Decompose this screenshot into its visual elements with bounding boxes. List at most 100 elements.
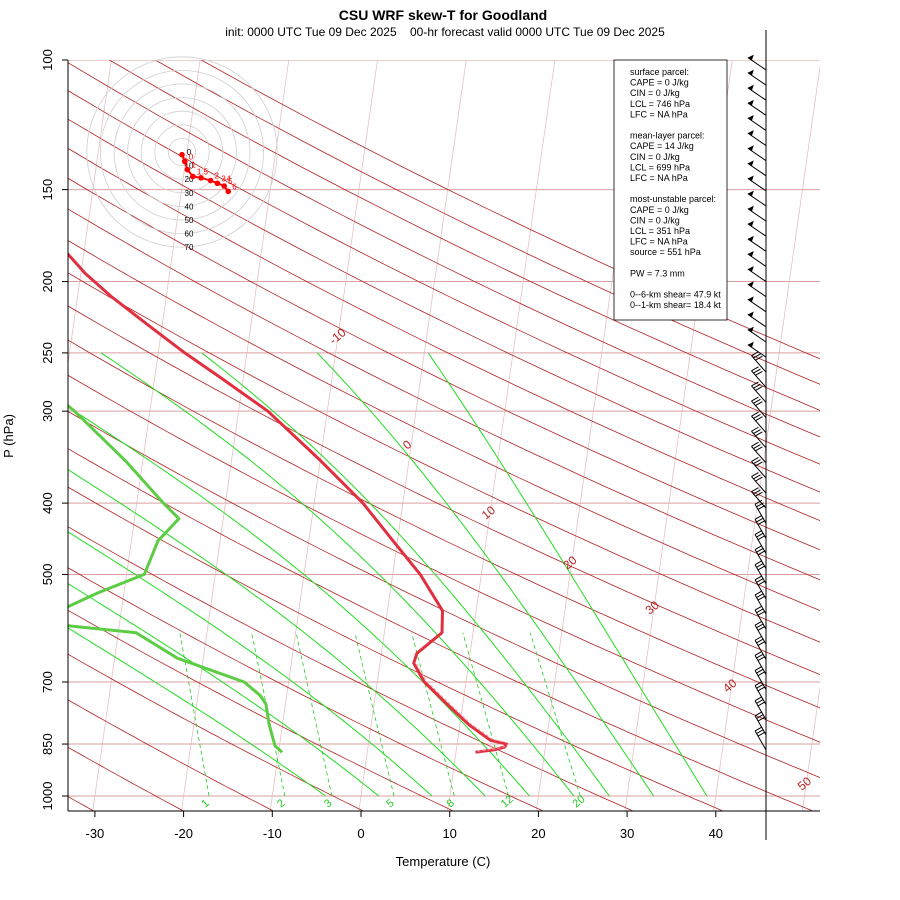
- info-box: surface parcel: CAPE = 0 J/kg CIN = 0 J/kg…: [613, 59, 728, 321]
- wind-barb-feather: [757, 625, 766, 631]
- wind-barb-feather: [756, 698, 764, 704]
- wind-barb-flag: [747, 99, 754, 106]
- wind-barb-feather: [755, 491, 763, 497]
- hodograph-ring: [154, 124, 210, 180]
- isotherm-line: [358, 60, 467, 811]
- wind-barb-feather: [756, 502, 764, 508]
- wind-barb-feather: [757, 595, 766, 601]
- wind-barb: [754, 534, 767, 554]
- mixing-ratio-label: 2: [275, 797, 287, 810]
- wind-barb-feather: [751, 351, 759, 357]
- hodograph-height-label: 0: [189, 153, 194, 162]
- x-tick-label: 10: [442, 826, 456, 841]
- hodograph-ring-label: 20: [185, 175, 194, 184]
- wind-barb-feather: [755, 461, 763, 467]
- y-tick-label: 850: [40, 733, 55, 755]
- wind-barb-feather: [751, 426, 759, 432]
- wind-barb-flag: [747, 175, 754, 182]
- mixing-ratio-line: [354, 632, 395, 797]
- y-axis-label: P (hPa): [1, 414, 16, 458]
- wind-barb: [754, 624, 767, 645]
- hodograph-point: [198, 175, 204, 181]
- wind-barb-feather: [751, 366, 759, 372]
- background-lines: [68, 60, 820, 811]
- wind-barb-feather: [754, 726, 763, 732]
- wind-barb-feather: [757, 671, 766, 677]
- dry-adiabat: [68, 305, 820, 676]
- wind-barb-flag: [747, 130, 754, 137]
- dry-adiabat: [68, 609, 455, 811]
- dry-adiabat: [68, 240, 820, 612]
- wind-barb-feather: [751, 411, 759, 417]
- wind-barb-feather: [755, 416, 763, 422]
- info-box-line: PW = 7.3 mm: [630, 268, 685, 278]
- y-tick-label: 400: [40, 492, 55, 514]
- y-tick-label: 700: [40, 671, 55, 693]
- hodograph-point: [190, 173, 196, 180]
- x-tick-label: 20: [531, 826, 545, 841]
- hodograph-height-label: 4: [226, 174, 231, 183]
- wind-barb: [754, 670, 767, 690]
- wind-barb: [754, 564, 767, 585]
- wind-barb-flag: [747, 190, 754, 197]
- isotherm-line: [447, 60, 556, 811]
- moist-adiabat: [100, 352, 575, 797]
- info-box-line: most-unstable parcel:: [630, 194, 716, 204]
- dry-adiabat: [68, 567, 545, 811]
- wind-barb: [751, 415, 767, 433]
- hodograph-ring-label: 50: [185, 216, 194, 225]
- info-box-line: LCL = 746 hPa: [630, 99, 690, 109]
- wind-barb-feather: [756, 562, 764, 568]
- dry-adiabat: [68, 699, 275, 811]
- isotherm-label: -10: [326, 325, 349, 347]
- wind-barb: [751, 491, 767, 509]
- wind-barb: [754, 549, 767, 569]
- wind-barb: [754, 715, 767, 736]
- info-box-line: LFC = NA hPa: [630, 109, 688, 119]
- dry-adiabat: [68, 90, 820, 465]
- wind-barb: [751, 446, 767, 464]
- wind-barb-flag: [747, 145, 754, 152]
- wind-barb-feather: [754, 590, 763, 596]
- dry-adiabat: [155, 60, 820, 385]
- wind-barb: [754, 700, 767, 721]
- isotherm-line: [802, 685, 820, 811]
- wind-barb: [751, 476, 767, 494]
- mixing-ratio-line: [411, 632, 455, 797]
- y-tick-label: 250: [40, 342, 55, 364]
- wind-barb-flag: [747, 220, 754, 227]
- mixing-ratio-line: [462, 632, 509, 797]
- wind-barb-feather: [757, 550, 766, 556]
- info-box-line: surface parcel:: [630, 67, 689, 77]
- wind-barb: [754, 609, 767, 630]
- hodograph-ring: [86, 56, 278, 248]
- wind-barb-feather: [754, 711, 763, 717]
- wind-barb-feather: [756, 653, 764, 659]
- wind-barb-feather: [756, 532, 764, 538]
- dry-adiabat: [68, 526, 634, 811]
- hodograph-point: [184, 166, 191, 173]
- mixing-ratio-line: [529, 632, 581, 797]
- wind-barb: [751, 461, 767, 479]
- wind-barb-feather: [755, 476, 763, 482]
- hodograph-height-label: 6: [232, 182, 237, 191]
- mixing-ratio-label: 1: [199, 797, 211, 810]
- hodograph-ring-label: 40: [185, 202, 194, 211]
- wind-barb-feather: [757, 565, 766, 571]
- hodograph-height-label: 1.5: [197, 167, 209, 176]
- wind-barb-feather: [755, 355, 763, 361]
- dry-adiabat: [68, 177, 820, 551]
- wind-barb: [751, 355, 767, 373]
- wind-barb: [754, 519, 767, 539]
- dry-adiabat: [68, 339, 820, 709]
- info-box-line: 0--6-km shear= 47.9 kt: [630, 290, 721, 300]
- hodograph-point: [207, 177, 214, 184]
- x-tick-label: 40: [709, 826, 723, 841]
- wind-barb-feather: [756, 623, 764, 629]
- wind-barb-feather: [757, 731, 766, 737]
- moist-adiabat: [68, 627, 326, 797]
- wind-barb-feather: [751, 396, 759, 402]
- isotherm-line: [92, 60, 201, 811]
